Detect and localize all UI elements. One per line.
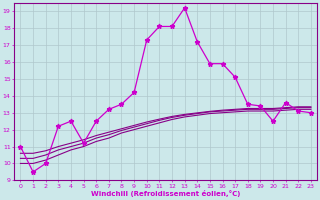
X-axis label: Windchill (Refroidissement éolien,°C): Windchill (Refroidissement éolien,°C): [91, 190, 240, 197]
